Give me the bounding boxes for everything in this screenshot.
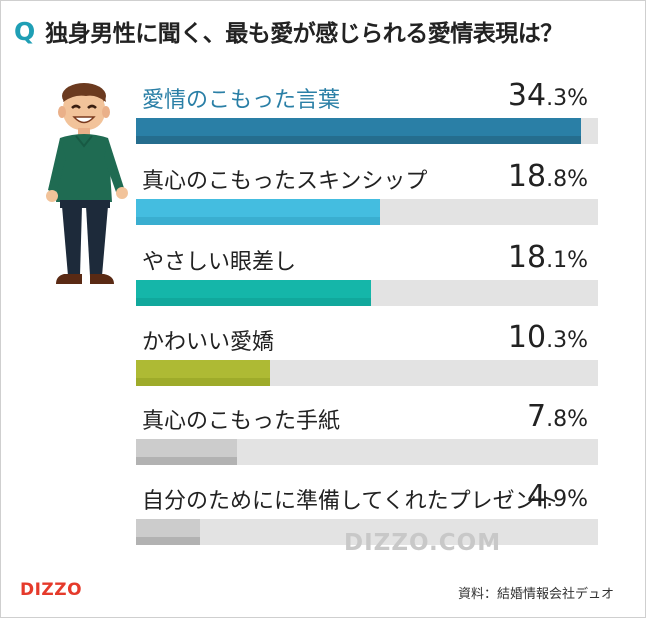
bar-track xyxy=(136,360,598,386)
question-mark-icon: Q xyxy=(14,16,36,46)
bar-track xyxy=(136,118,598,144)
watermark: DIZZO.COM xyxy=(344,530,502,556)
bar-row: 真心のこもった手紙 7.8% xyxy=(136,399,598,483)
bar xyxy=(136,439,238,465)
bar-value-label: 10.3% xyxy=(507,320,588,355)
bar-track xyxy=(136,280,598,306)
bar xyxy=(136,519,200,545)
bar-label: かわいい愛嬌 xyxy=(142,330,275,355)
bar-row: かわいい愛嬌 10.3% xyxy=(136,320,598,404)
bar-label: 真心のこもった手紙 xyxy=(142,409,341,434)
bar-label: 自分のためにに準備してくれたプレゼント xyxy=(142,489,559,514)
bar-value-label: 4.9% xyxy=(527,479,588,514)
bar-value-label: 34.3% xyxy=(507,78,588,113)
bar-row: 愛情のこもった言葉 34.3% xyxy=(136,78,598,162)
bar-row: 自分のためにに準備してくれたプレゼント 4.9% xyxy=(136,479,598,563)
bar-track xyxy=(136,199,598,225)
source-note: 資料：結婚情報会社デュオ xyxy=(457,587,614,602)
bar xyxy=(136,360,270,386)
smiling-man-illustration xyxy=(46,83,128,284)
bar-row: やさしい眼差し 18.1% xyxy=(136,240,598,324)
bar-label: 真心のこもったスキンシップ xyxy=(142,169,428,194)
question-header: Q 独身男性に聞く、最も愛が感じられる愛情表現は？ xyxy=(14,14,563,48)
bar-label: 愛情のこもった言葉 xyxy=(142,88,341,113)
bar xyxy=(136,280,371,306)
bar-row: 真心のこもったスキンシップ 18.8% xyxy=(136,159,598,243)
bar-value-label: 18.8% xyxy=(507,159,588,194)
logo: DIZZO xyxy=(20,580,83,600)
bar-track xyxy=(136,519,598,545)
bar-value-label: 7.8% xyxy=(527,399,588,434)
bar xyxy=(136,199,380,225)
bar-label: やさしい眼差し xyxy=(142,250,297,275)
bar-track xyxy=(136,439,598,465)
bar-value-label: 18.1% xyxy=(507,240,588,275)
chart-title: 独身男性に聞く、最も愛が感じられる愛情表現は？ xyxy=(45,21,563,47)
bar xyxy=(136,118,581,144)
